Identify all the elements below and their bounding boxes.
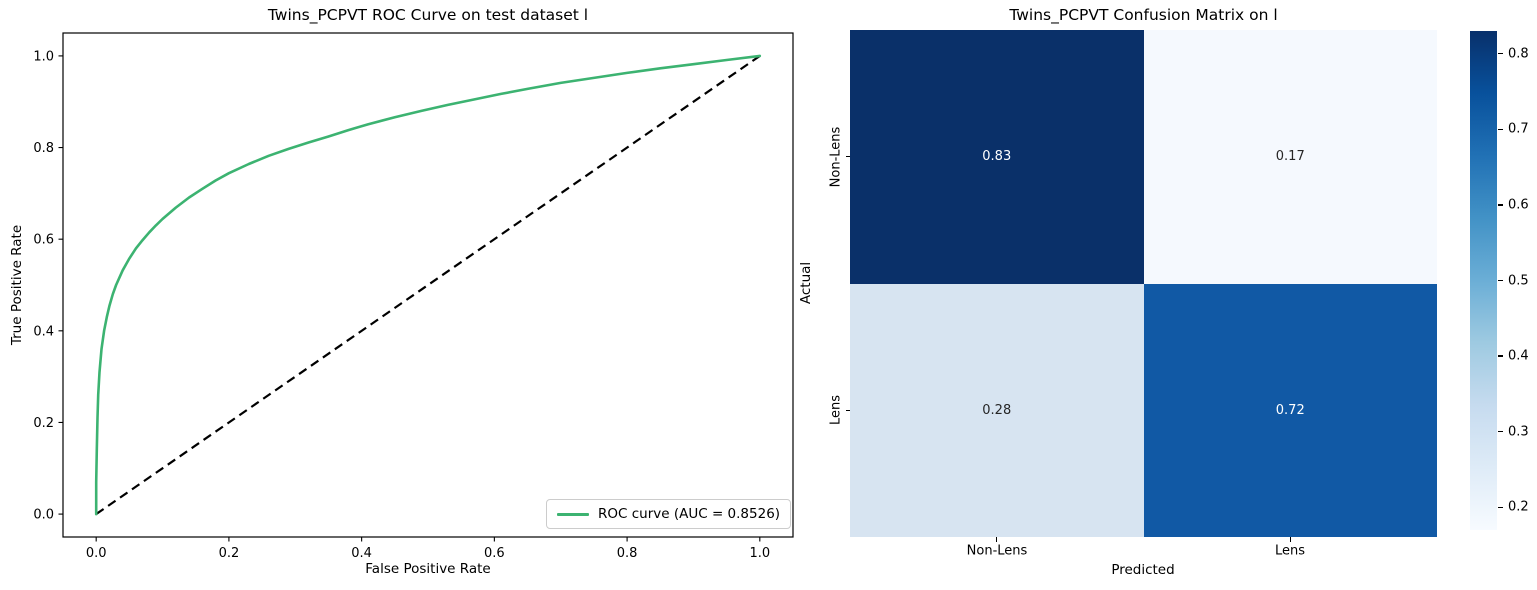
roc-x-tick-label: 0.0 xyxy=(86,546,107,561)
colorbar-tick xyxy=(1498,506,1503,508)
colorbar-tick-label: 0.6 xyxy=(1508,197,1529,213)
roc-axes-canvas: 0.0 0.2 0.4 0.6 0.8 1.0 0.0 0.2 0.4 0.6 0.8 1.0 xyxy=(33,32,794,561)
colorbar-tick xyxy=(1498,53,1503,55)
roc-legend-label: ROC curve (AUC = 0.8526) xyxy=(598,506,781,522)
cm-x-tick-lens xyxy=(1289,537,1291,542)
roc-x-axis-label: False Positive Rate xyxy=(365,561,491,577)
roc-y-tick-label: 0.6 xyxy=(33,233,54,248)
colorbar-tick-label: 0.8 xyxy=(1508,46,1529,62)
cm-y-tick-label-lens: Lens xyxy=(828,394,844,426)
roc-legend-line-swatch xyxy=(557,512,589,516)
roc-x-tick-label: 0.8 xyxy=(617,546,638,561)
cm-x-tick-label-nonlens: Non-Lens xyxy=(966,543,1028,559)
cm-cell-actual-nonlens-pred-lens: 0.17 xyxy=(1143,30,1437,284)
colorbar-tick-label: 0.4 xyxy=(1508,348,1529,364)
roc-y-tick-label: 0.8 xyxy=(33,141,54,156)
roc-x-tick-label: 0.4 xyxy=(351,546,372,561)
cm-y-tick-lens xyxy=(845,409,850,411)
cm-x-tick-nonlens xyxy=(996,537,998,542)
colorbar-tick-label: 0.3 xyxy=(1508,424,1529,440)
cm-heatmap: 0.83 0.17 0.28 0.72 xyxy=(850,30,1437,537)
roc-y-axis-label: True Positive Rate xyxy=(9,224,25,346)
cm-x-tick-label-lens: Lens xyxy=(1274,543,1306,559)
chance-diagonal-line xyxy=(95,55,761,515)
colorbar-tick xyxy=(1498,355,1503,357)
roc-x-tick-label: 1.0 xyxy=(749,546,770,561)
roc-y-tick-label: 0.2 xyxy=(33,416,54,431)
cm-colorbar: 0.2 0.3 0.4 0.5 0.6 0.7 0.8 xyxy=(1470,31,1529,530)
cm-cell-actual-lens-pred-nonlens: 0.28 xyxy=(850,283,1144,537)
cm-cell-actual-lens-pred-lens: 0.72 xyxy=(1143,283,1437,537)
roc-y-tick-label: 1.0 xyxy=(33,49,54,64)
cm-cell-actual-nonlens-pred-nonlens: 0.83 xyxy=(850,30,1144,284)
roc-y-tick-label: 0.4 xyxy=(33,324,54,339)
colorbar-tick xyxy=(1498,431,1503,433)
roc-x-tick-label: 0.6 xyxy=(484,546,505,561)
colorbar-tick-label: 0.5 xyxy=(1508,273,1529,288)
colorbar-tick-label: 0.2 xyxy=(1508,499,1529,515)
cm-x-axis-label: Predicted xyxy=(1111,562,1175,578)
roc-axes-spines xyxy=(62,32,794,538)
colorbar-tick xyxy=(1498,204,1503,206)
cm-y-tick-label-nonlens: Non-Lens xyxy=(828,126,844,188)
cm-colorbar-gradient xyxy=(1470,31,1497,530)
roc-legend: ROC curve (AUC = 0.8526) xyxy=(546,499,792,529)
colorbar-tick-label: 0.7 xyxy=(1508,121,1529,137)
roc-y-tick-label: 0.0 xyxy=(33,508,54,523)
roc-curve-line xyxy=(94,54,762,516)
roc-plot-title: Twins_PCPVT ROC Curve on test dataset l xyxy=(267,6,589,24)
cm-plot-title: Twins_PCPVT Confusion Matrix on l xyxy=(1009,6,1278,24)
colorbar-tick xyxy=(1498,128,1503,130)
roc-x-tick-label: 0.2 xyxy=(219,546,240,561)
cm-y-tick-nonlens xyxy=(845,156,850,158)
colorbar-tick xyxy=(1498,279,1503,282)
cm-y-axis-label: Actual xyxy=(798,261,814,305)
